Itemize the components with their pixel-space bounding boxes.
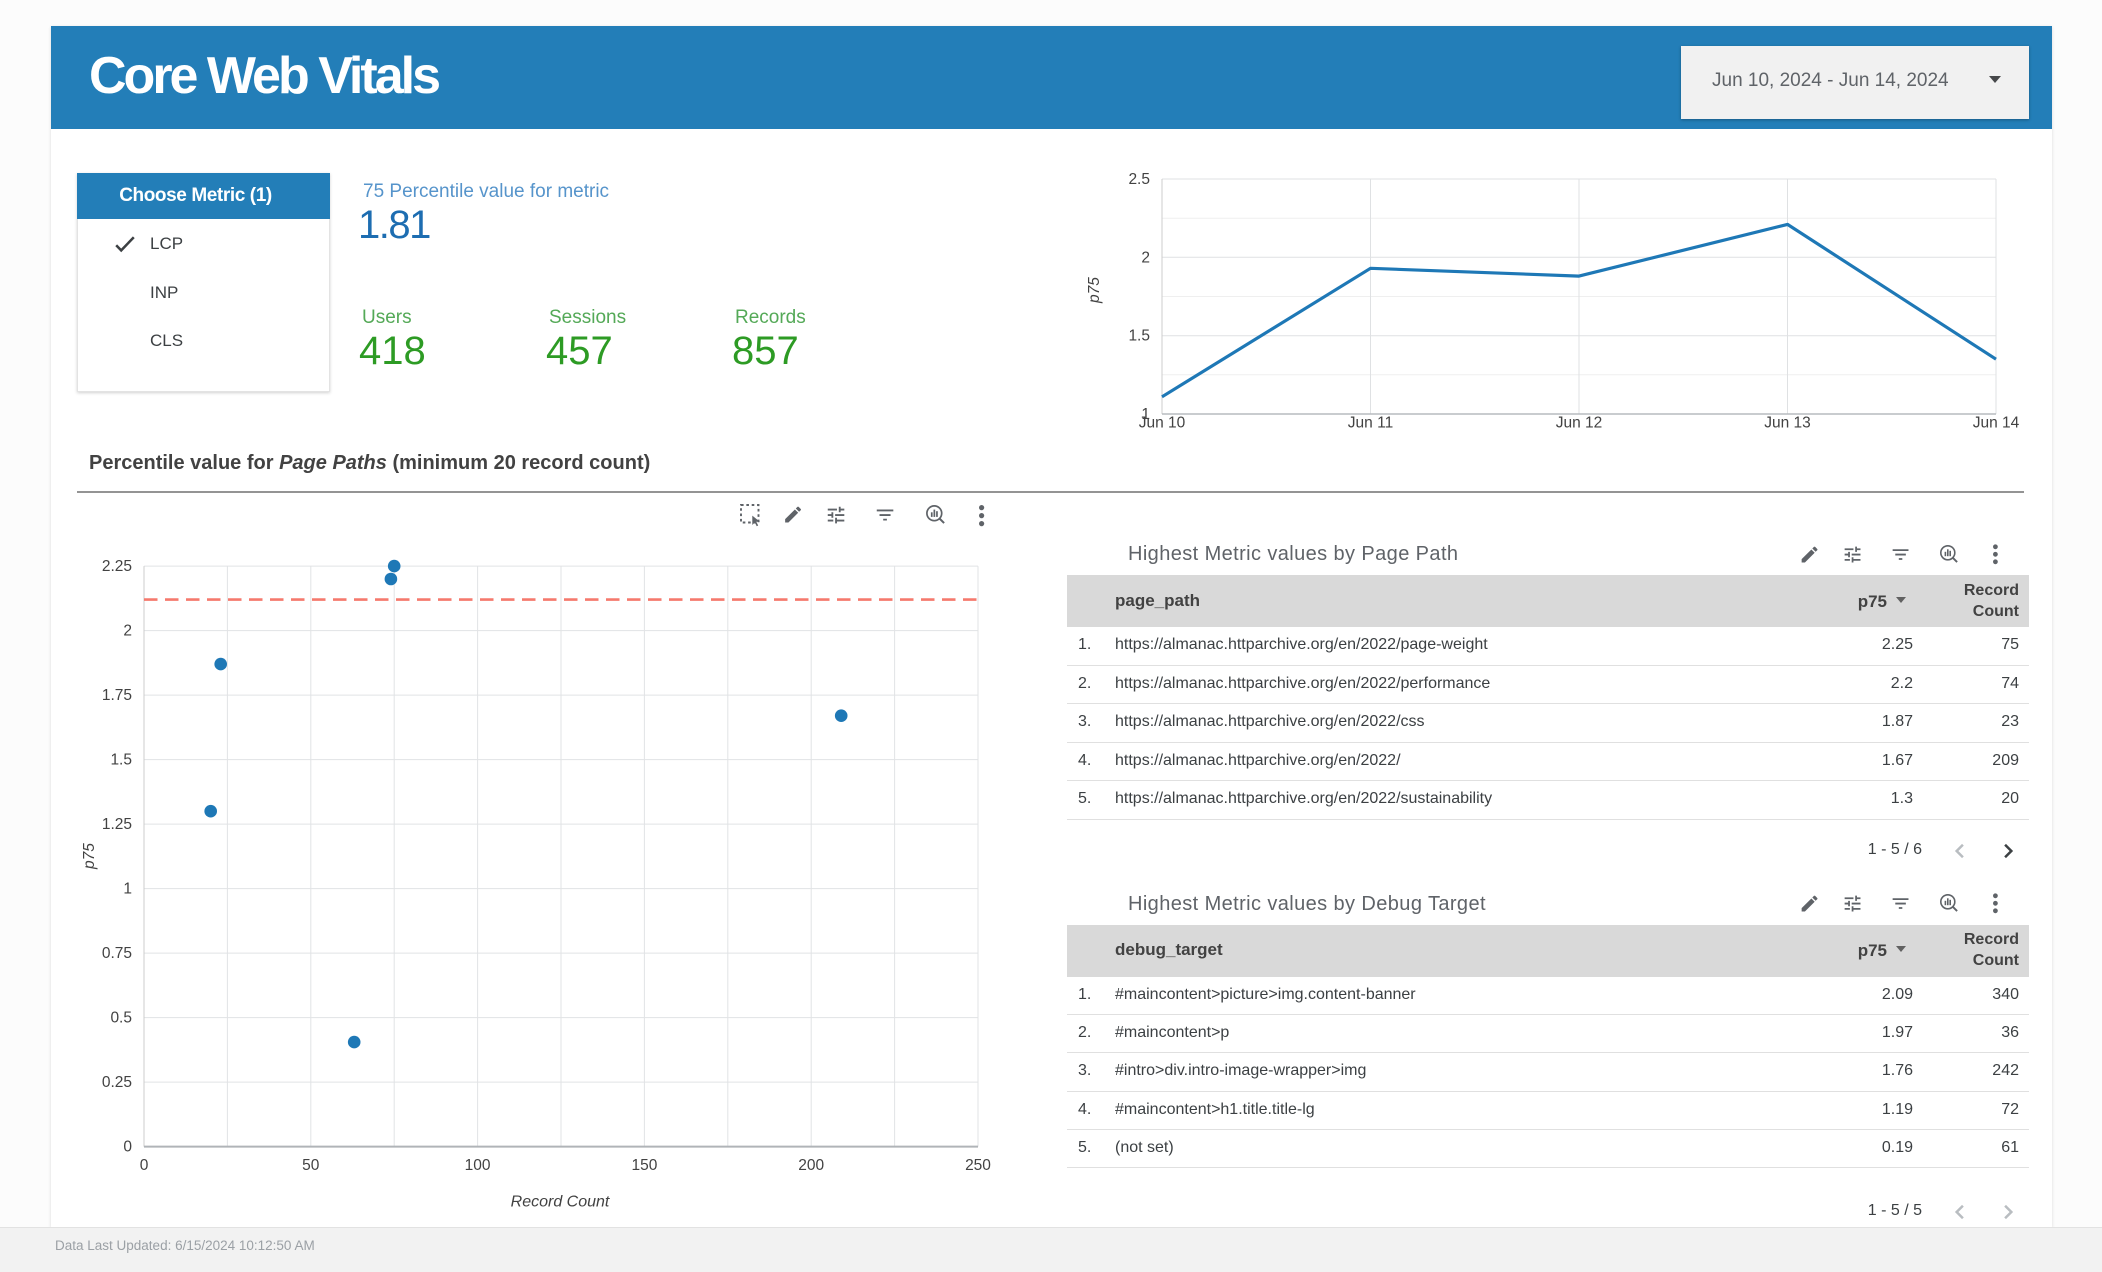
svg-text:2.25: 2.25 <box>102 558 132 575</box>
svg-text:0.75: 0.75 <box>102 945 132 962</box>
svg-text:0.25: 0.25 <box>102 1074 132 1091</box>
svg-text:2: 2 <box>1141 249 1150 266</box>
svg-text:Record Count: Record Count <box>511 1194 610 1211</box>
svg-text:1.75: 1.75 <box>102 687 132 704</box>
svg-text:50: 50 <box>302 1157 320 1174</box>
svg-text:0: 0 <box>140 1157 149 1174</box>
svg-text:Jun 10: Jun 10 <box>1139 415 1186 432</box>
svg-text:Jun 14: Jun 14 <box>1973 415 2020 432</box>
svg-text:100: 100 <box>465 1157 491 1174</box>
svg-text:Jun 13: Jun 13 <box>1764 415 1811 432</box>
svg-text:250: 250 <box>965 1157 991 1174</box>
svg-text:1.5: 1.5 <box>1128 328 1150 345</box>
svg-text:1: 1 <box>1141 406 1150 423</box>
svg-text:Jun 11: Jun 11 <box>1348 415 1393 432</box>
svg-text:0: 0 <box>123 1139 132 1156</box>
svg-text:150: 150 <box>631 1157 657 1174</box>
svg-text:Jun 12: Jun 12 <box>1556 415 1603 432</box>
svg-text:200: 200 <box>798 1157 824 1174</box>
svg-text:2.5: 2.5 <box>1128 171 1150 188</box>
svg-text:p75: p75 <box>81 843 98 870</box>
svg-text:1: 1 <box>123 881 132 898</box>
svg-text:0.5: 0.5 <box>110 1010 132 1027</box>
svg-text:1.5: 1.5 <box>110 752 132 769</box>
svg-text:p75: p75 <box>1086 277 1103 304</box>
svg-text:1.25: 1.25 <box>102 816 132 833</box>
svg-text:2: 2 <box>123 623 132 640</box>
